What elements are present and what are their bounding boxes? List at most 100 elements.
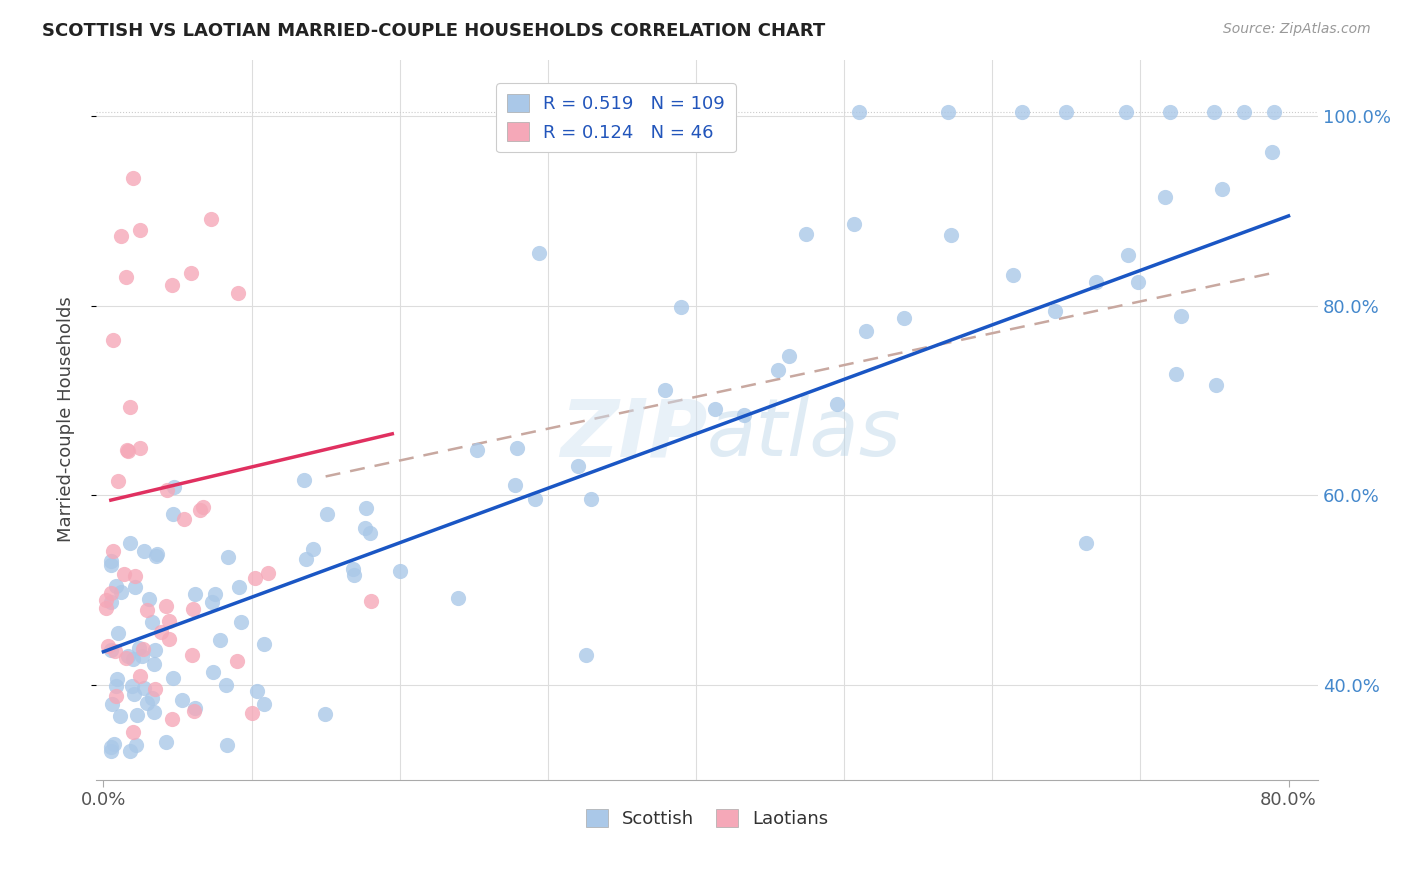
Point bbox=[103, 737, 125, 751]
Point bbox=[141, 690, 163, 705]
Point bbox=[316, 508, 339, 522]
Point bbox=[257, 566, 280, 581]
Point bbox=[1211, 182, 1233, 196]
Point bbox=[939, 227, 962, 242]
Point bbox=[842, 217, 865, 231]
Point bbox=[191, 500, 214, 514]
Point bbox=[117, 443, 139, 458]
Point bbox=[100, 697, 122, 711]
Point bbox=[567, 459, 589, 474]
Text: ZIP: ZIP bbox=[560, 395, 707, 473]
Point bbox=[214, 678, 236, 692]
Point bbox=[1170, 309, 1192, 323]
Point bbox=[121, 679, 143, 693]
Point bbox=[118, 400, 141, 414]
Text: Source: ZipAtlas.com: Source: ZipAtlas.com bbox=[1223, 22, 1371, 37]
Point bbox=[184, 700, 207, 714]
Point bbox=[228, 580, 250, 594]
Point bbox=[388, 564, 411, 578]
Point bbox=[138, 592, 160, 607]
Point bbox=[243, 571, 266, 585]
Point bbox=[354, 521, 377, 535]
Point bbox=[115, 442, 138, 457]
Point bbox=[1233, 104, 1256, 119]
Point bbox=[96, 593, 118, 607]
Point bbox=[1045, 304, 1067, 318]
Point bbox=[146, 548, 169, 562]
Point bbox=[105, 672, 128, 686]
Point bbox=[145, 549, 167, 564]
Point bbox=[162, 671, 184, 685]
Point bbox=[145, 642, 167, 657]
Point bbox=[162, 508, 184, 522]
Point bbox=[1084, 276, 1107, 290]
Point bbox=[1054, 104, 1077, 119]
Point bbox=[157, 632, 180, 646]
Point bbox=[506, 441, 529, 455]
Point bbox=[100, 558, 122, 572]
Point bbox=[343, 567, 366, 582]
Point bbox=[226, 285, 249, 300]
Point bbox=[579, 491, 602, 506]
Point bbox=[150, 625, 173, 640]
Point bbox=[181, 601, 204, 615]
Point bbox=[226, 654, 249, 668]
Point bbox=[671, 300, 693, 314]
Point bbox=[848, 104, 870, 119]
Point bbox=[342, 562, 364, 576]
Point bbox=[246, 683, 269, 698]
Point bbox=[143, 657, 166, 672]
Point bbox=[96, 600, 118, 615]
Point bbox=[1115, 104, 1137, 119]
Point bbox=[827, 397, 849, 411]
Text: atlas: atlas bbox=[707, 395, 901, 473]
Point bbox=[253, 637, 276, 651]
Point bbox=[733, 408, 755, 422]
Point bbox=[104, 579, 127, 593]
Point bbox=[172, 693, 194, 707]
Point bbox=[100, 739, 122, 754]
Point bbox=[1205, 377, 1227, 392]
Point bbox=[1159, 104, 1181, 119]
Point bbox=[155, 735, 177, 749]
Point bbox=[240, 706, 263, 721]
Point bbox=[141, 615, 163, 629]
Point bbox=[156, 483, 179, 498]
Point bbox=[204, 587, 226, 601]
Point bbox=[136, 603, 159, 617]
Point bbox=[100, 744, 122, 758]
Point bbox=[101, 543, 124, 558]
Point bbox=[129, 441, 152, 455]
Point bbox=[1154, 190, 1177, 204]
Point bbox=[101, 333, 124, 347]
Point bbox=[202, 665, 225, 679]
Point bbox=[173, 512, 195, 526]
Point bbox=[183, 704, 205, 718]
Point bbox=[105, 690, 128, 704]
Point bbox=[575, 648, 598, 663]
Point bbox=[1076, 535, 1098, 549]
Point bbox=[215, 739, 238, 753]
Point bbox=[654, 383, 676, 397]
Point bbox=[128, 640, 150, 655]
Point bbox=[124, 581, 146, 595]
Point bbox=[155, 599, 177, 614]
Text: SCOTTISH VS LAOTIAN MARRIED-COUPLE HOUSEHOLDS CORRELATION CHART: SCOTTISH VS LAOTIAN MARRIED-COUPLE HOUSE… bbox=[42, 22, 825, 40]
Point bbox=[184, 586, 207, 600]
Point bbox=[100, 586, 122, 600]
Point bbox=[1204, 104, 1226, 119]
Point bbox=[157, 614, 180, 628]
Point bbox=[181, 648, 204, 662]
Point bbox=[122, 171, 145, 186]
Point bbox=[359, 525, 381, 540]
Point bbox=[107, 474, 129, 488]
Point bbox=[356, 501, 378, 516]
Point bbox=[523, 491, 546, 506]
Point bbox=[714, 104, 737, 119]
Point bbox=[778, 349, 800, 363]
Point bbox=[188, 503, 211, 517]
Point bbox=[100, 554, 122, 568]
Point bbox=[1263, 104, 1285, 119]
Point bbox=[114, 270, 136, 285]
Point bbox=[131, 648, 153, 663]
